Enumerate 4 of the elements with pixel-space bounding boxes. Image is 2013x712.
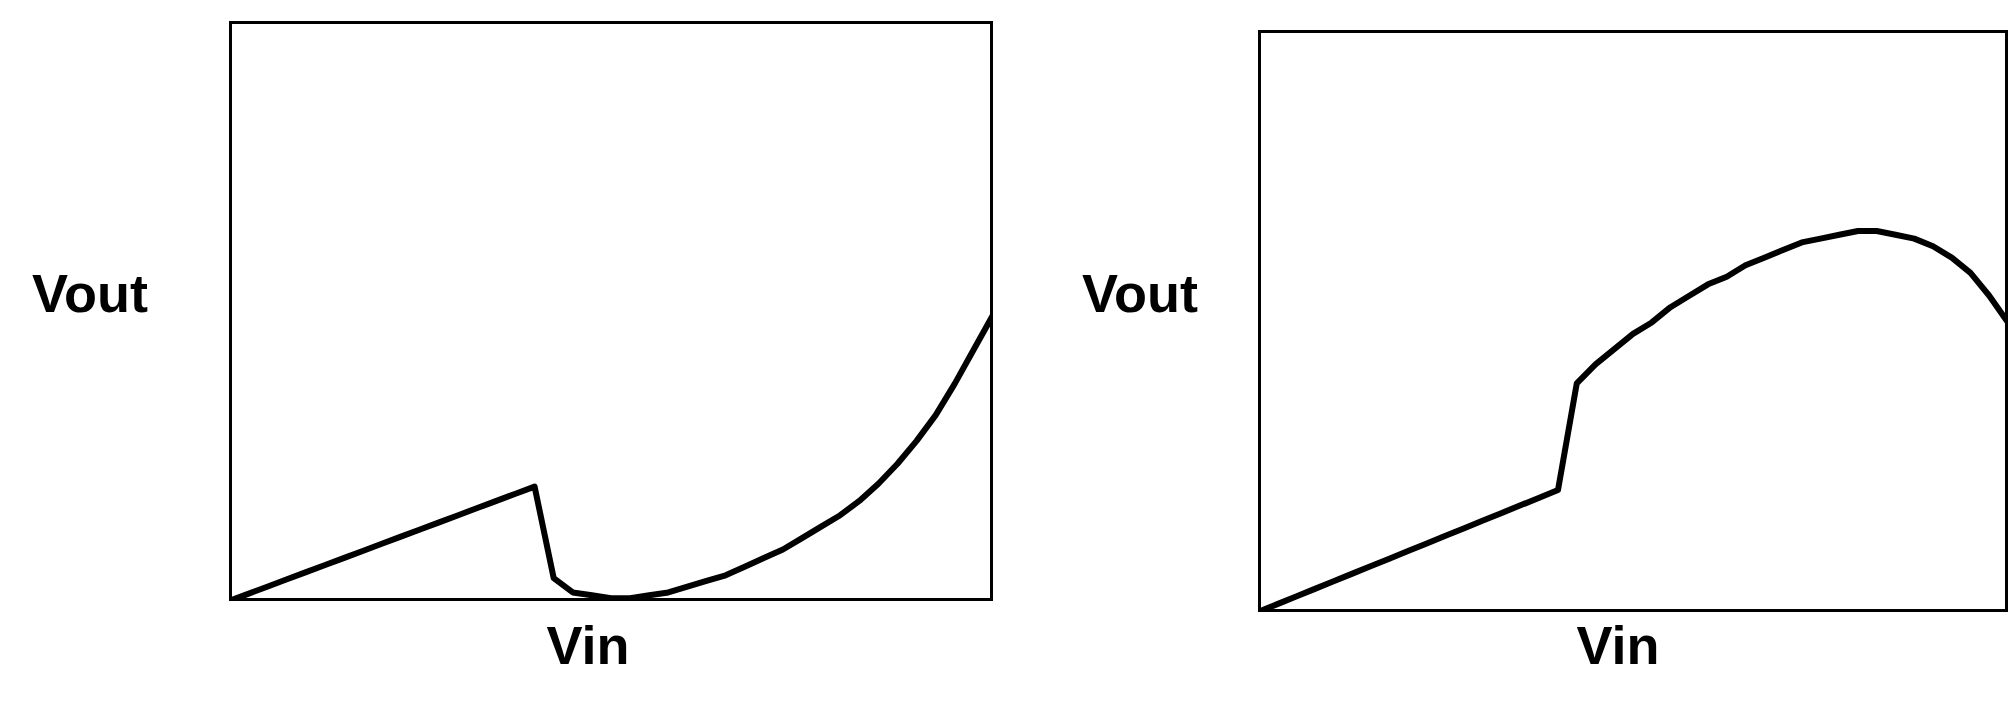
y-axis-title: Vout: [1082, 262, 1198, 324]
x-axis-title: Vin: [546, 614, 630, 676]
y-axis-title: Vout: [32, 262, 148, 324]
x-axis-title: Vin: [1576, 614, 1660, 676]
